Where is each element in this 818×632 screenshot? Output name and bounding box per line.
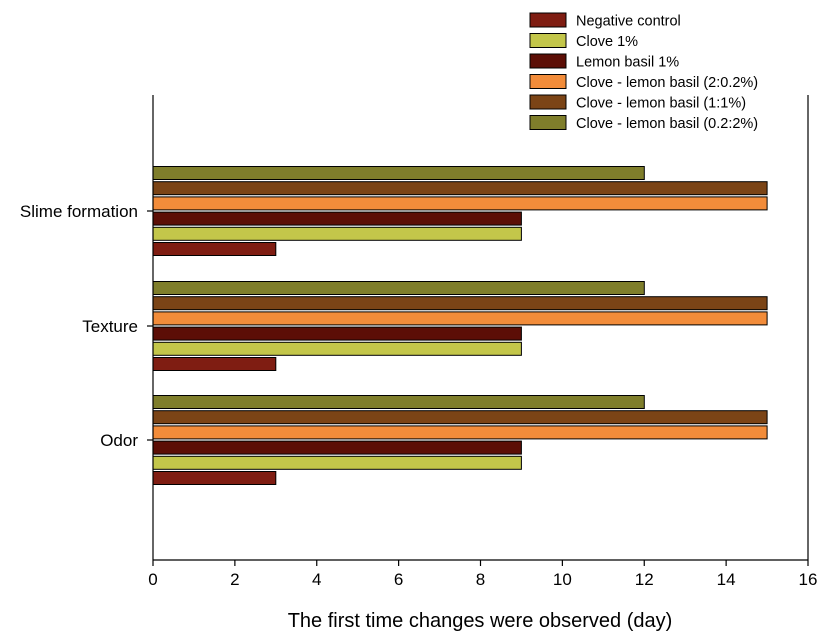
legend-swatch <box>529 12 567 28</box>
x-tick-label: 6 <box>394 570 403 589</box>
bar <box>152 410 768 425</box>
bar <box>152 471 277 485</box>
bar <box>152 425 768 440</box>
bar <box>152 440 522 455</box>
bar <box>152 181 768 196</box>
bar <box>152 341 522 356</box>
bar <box>152 166 645 180</box>
bar <box>152 326 522 341</box>
legend-swatch <box>529 74 567 89</box>
bar <box>152 455 522 470</box>
legend-swatch <box>529 94 567 110</box>
y-category-label: Texture <box>82 317 138 336</box>
legend-label: Clove - lemon basil (1:1%) <box>576 96 746 112</box>
bar <box>152 242 277 256</box>
y-category-label: Slime formation <box>20 202 138 221</box>
legend-label: Negative control <box>576 14 681 30</box>
legend-label: Lemon basil 1% <box>576 55 679 71</box>
y-ticks-group: Slime formation Texture Odor <box>20 202 153 450</box>
bar <box>152 211 522 226</box>
x-tick-label: 0 <box>148 570 157 589</box>
bar <box>152 196 768 211</box>
x-tick-label: 16 <box>799 570 818 589</box>
x-tick-label: 2 <box>230 570 239 589</box>
legend: Negative control Clove 1% Lemon basil 1% Cl… <box>529 12 758 132</box>
x-tick-label: 4 <box>312 570 321 589</box>
bar <box>152 311 768 326</box>
x-tick-label: 14 <box>717 570 736 589</box>
bar <box>152 357 277 371</box>
x-ticks-group: 0 2 4 6 8 10 12 14 16 <box>148 560 817 589</box>
bar <box>152 296 768 311</box>
legend-swatch <box>529 33 567 48</box>
x-tick-label: 10 <box>553 570 572 589</box>
y-category-label: Odor <box>100 431 138 450</box>
x-tick-label: 8 <box>476 570 485 589</box>
bar <box>152 281 645 295</box>
bar <box>152 395 645 409</box>
legend-label: Clove - lemon basil (2:0.2%) <box>576 75 758 91</box>
legend-label: Clove 1% <box>576 34 638 50</box>
x-tick-label: 12 <box>635 570 654 589</box>
bars-group <box>152 166 768 485</box>
bar <box>152 226 522 241</box>
legend-swatch <box>529 53 567 69</box>
x-axis-title: The first time changes were observed (da… <box>288 610 673 632</box>
legend-label: Clove - lemon basil (0.2:2%) <box>576 116 758 132</box>
legend-swatch <box>529 115 567 130</box>
